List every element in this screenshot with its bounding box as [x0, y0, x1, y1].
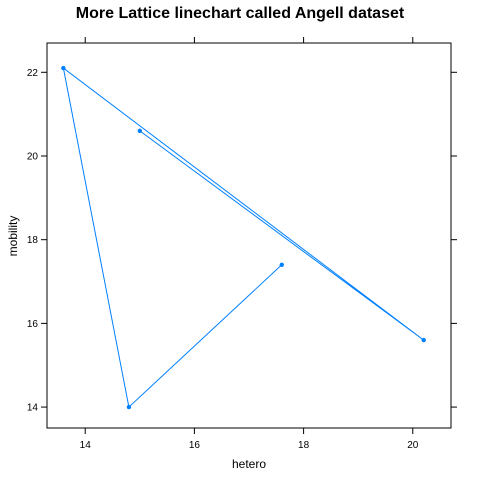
y-tick-label: 14 — [27, 403, 39, 414]
x-tick-label: 20 — [407, 440, 419, 451]
y-tick-label: 16 — [27, 319, 39, 330]
data-point — [279, 262, 284, 267]
x-tick-label: 16 — [189, 440, 201, 451]
x-tick-label: 14 — [80, 440, 92, 451]
plot-frame — [46, 42, 452, 429]
series-layer — [61, 65, 426, 410]
data-point — [126, 404, 132, 410]
series-line — [62, 66, 425, 409]
x-axis-label: hetero — [232, 457, 266, 471]
x-tick-label: 18 — [298, 440, 310, 451]
y-tick-label: 22 — [27, 68, 39, 79]
y-tick-label: 20 — [27, 151, 39, 162]
data-point — [61, 65, 66, 71]
y-axis-label: mobility — [6, 216, 20, 257]
axis-ticks — [41, 37, 457, 434]
chart-title: More Lattice linechart called Angell dat… — [76, 5, 405, 22]
data-point — [137, 128, 143, 134]
y-tick-label: 18 — [27, 235, 39, 246]
axis-tick-labels: 14 16 18 20 14 16 18 20 22 — [27, 68, 419, 451]
data-point — [421, 337, 426, 343]
